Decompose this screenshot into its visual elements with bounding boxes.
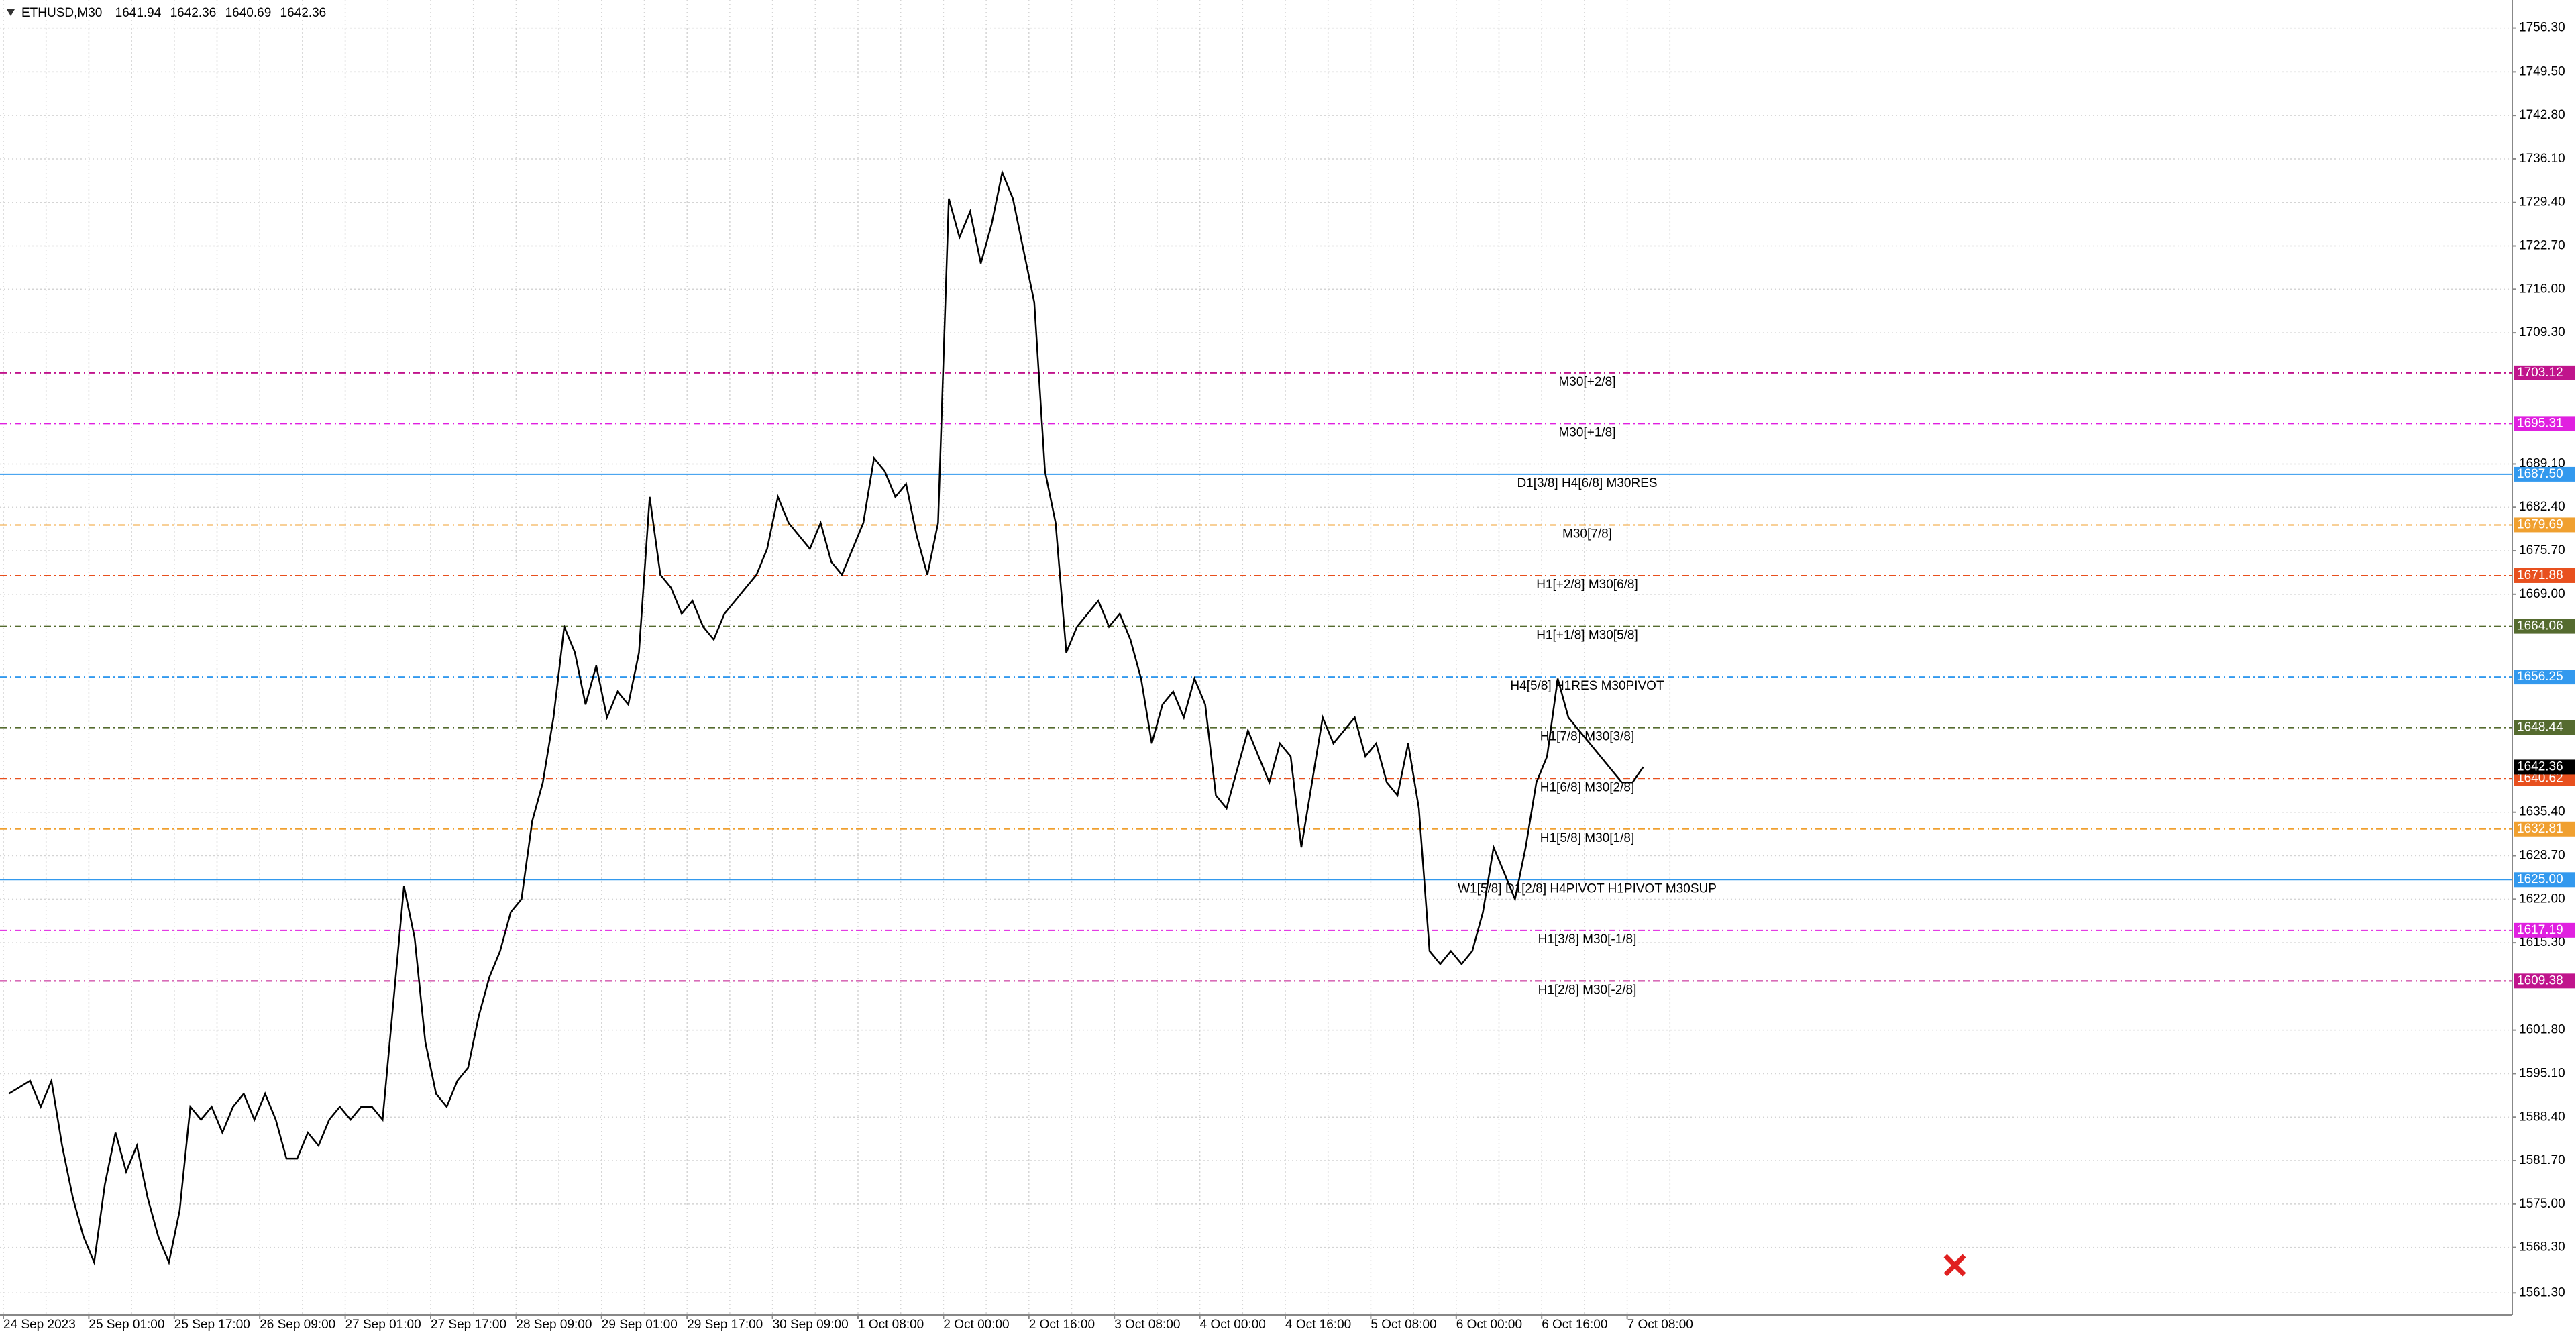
price-line <box>8 169 1644 1266</box>
high: 1642.36 <box>170 6 217 20</box>
level-label: M30[+2/8] <box>1558 375 1615 389</box>
y-tick-label: 1756.30 <box>2519 21 2565 35</box>
x-tick-label: 6 Oct 00:00 <box>1456 1318 1522 1332</box>
y-tick-label: 1669.00 <box>2519 587 2565 601</box>
y-tick-label: 1581.70 <box>2519 1153 2565 1167</box>
price-tag-label: 1671.88 <box>2517 568 2563 582</box>
price-tag <box>2514 720 2575 735</box>
y-tick-label: 1716.00 <box>2519 282 2565 296</box>
level-label: H1[5/8] M30[1/8] <box>1540 831 1634 845</box>
level-label: H4[5/8] H1RES M30PIVOT <box>1510 679 1664 693</box>
level-label: M30[+1/8] <box>1558 425 1615 439</box>
x-tick-label: 6 Oct 16:00 <box>1542 1318 1607 1332</box>
x-stroke <box>1943 1254 1966 1277</box>
y-tick-label: 1635.40 <box>2519 805 2565 819</box>
x-tick-label: 24 Sep 2023 <box>3 1318 76 1332</box>
price-tag-label: 1617.19 <box>2517 923 2563 937</box>
x-tick-label: 29 Sep 01:00 <box>602 1318 678 1332</box>
level-label: D1[3/8] H4[6/8] M30RES <box>1517 476 1657 490</box>
y-tick-label: 1709.30 <box>2519 325 2565 339</box>
y-tick-label: 1588.40 <box>2519 1110 2565 1124</box>
price-tag-label: 1687.50 <box>2517 467 2563 481</box>
y-tick-label: 1736.10 <box>2519 152 2565 166</box>
x-tick-label: 25 Sep 17:00 <box>174 1318 250 1332</box>
current-price-tag <box>2514 759 2575 775</box>
y-tick-label: 1601.80 <box>2519 1023 2565 1037</box>
x-tick-label: 3 Oct 08:00 <box>1114 1318 1180 1332</box>
x-tick-label: 28 Sep 09:00 <box>516 1318 592 1332</box>
price-tag-label: 1640.62 <box>2517 771 2563 785</box>
x-tick-label: 1 Oct 08:00 <box>858 1318 924 1332</box>
level-label: H1[3/8] M30[-1/8] <box>1538 932 1637 947</box>
price-tag-label: 1656.25 <box>2517 670 2563 684</box>
x-tick-label: 7 Oct 08:00 <box>1627 1318 1693 1332</box>
price-tag-label: 1609.38 <box>2517 973 2563 987</box>
chart-header: ETHUSD,M30 1641.94 1642.36 1640.69 1642.… <box>21 6 326 20</box>
y-tick-label: 1622.00 <box>2519 892 2565 906</box>
level-label: H1[2/8] M30[-2/8] <box>1538 983 1637 997</box>
price-tag <box>2514 466 2575 482</box>
grid <box>0 0 2512 1315</box>
x-tick-label: 27 Sep 17:00 <box>431 1318 506 1332</box>
y-tick-label: 1749.50 <box>2519 64 2565 78</box>
price-tag <box>2514 670 2575 685</box>
price-tag <box>2514 619 2575 634</box>
price-tag-label: 1703.12 <box>2517 366 2563 380</box>
x-tick-label: 30 Sep 09:00 <box>773 1318 849 1332</box>
y-tick-label: 1595.10 <box>2519 1066 2565 1080</box>
x-tick-label: 5 Oct 08:00 <box>1371 1318 1436 1332</box>
level-label: M30[7/8] <box>1562 527 1612 541</box>
close: 1642.36 <box>280 6 327 20</box>
price-tag <box>2514 821 2575 837</box>
x-tick-label: 29 Sep 17:00 <box>687 1318 763 1332</box>
current-price-label: 1642.36 <box>2517 759 2563 773</box>
x-tick-label: 4 Oct 16:00 <box>1285 1318 1351 1332</box>
price-tag-label: 1679.69 <box>2517 517 2563 531</box>
price-tag-label: 1695.31 <box>2517 416 2563 430</box>
y-tick-label: 1675.70 <box>2519 543 2565 557</box>
x-tick-label: 25 Sep 01:00 <box>89 1318 164 1332</box>
price-tag <box>2514 365 2575 380</box>
level-label: H1[+2/8] M30[6/8] <box>1536 578 1638 592</box>
x-tick-label: 26 Sep 09:00 <box>260 1318 335 1332</box>
y-tick-label: 1575.00 <box>2519 1197 2565 1211</box>
y-tick-label: 1682.40 <box>2519 500 2565 514</box>
level-label: H1[6/8] M30[2/8] <box>1540 780 1634 794</box>
price-tag-label: 1648.44 <box>2517 720 2563 735</box>
x-tick-label: 27 Sep 01:00 <box>345 1318 421 1332</box>
x-tick-label: 4 Oct 00:00 <box>1200 1318 1266 1332</box>
y-tick-label: 1628.70 <box>2519 849 2565 863</box>
y-tick-label: 1568.30 <box>2519 1240 2565 1254</box>
y-tick-label: 1615.30 <box>2519 935 2565 949</box>
low: 1640.69 <box>225 6 272 20</box>
collapse-arrow <box>7 9 15 16</box>
price-tag <box>2514 517 2575 533</box>
x-tick-label: 2 Oct 00:00 <box>943 1318 1009 1332</box>
y-tick-label: 1742.80 <box>2519 108 2565 122</box>
price-tag <box>2514 771 2575 786</box>
delete-mark <box>1943 1254 1966 1277</box>
level-label: H1[7/8] M30[3/8] <box>1540 730 1634 744</box>
open: 1641.94 <box>115 6 162 20</box>
price-tag-label: 1632.81 <box>2517 822 2563 836</box>
price-tag-label: 1664.06 <box>2517 619 2563 633</box>
price-tag <box>2514 973 2575 989</box>
level-label: W1[5/8] D1[2/8] H4PIVOT H1PIVOT M30SUP <box>1458 881 1717 896</box>
price-tag-label: 1625.00 <box>2517 872 2563 886</box>
y-tick-label: 1722.70 <box>2519 239 2565 253</box>
y-tick-label: 1561.30 <box>2519 1285 2565 1299</box>
level-label: H1[+1/8] M30[5/8] <box>1536 629 1638 643</box>
x-tick-label: 2 Oct 16:00 <box>1029 1318 1095 1332</box>
y-tick-label: 1729.40 <box>2519 195 2565 209</box>
price-tag <box>2514 922 2575 938</box>
price-tag <box>2514 416 2575 431</box>
price-tag <box>2514 872 2575 888</box>
symbol: ETHUSD,M30 <box>21 6 102 20</box>
price-tag <box>2514 568 2575 583</box>
